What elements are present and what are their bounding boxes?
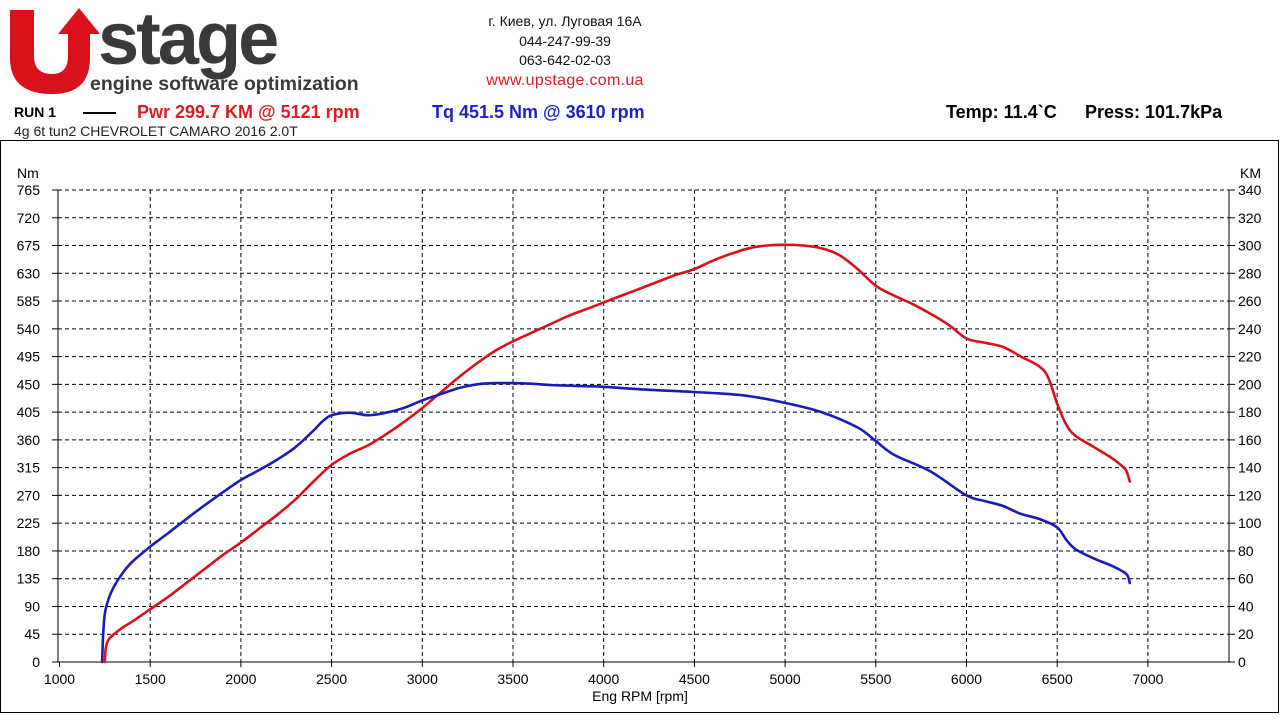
y-left-tick-label: 540 — [17, 321, 41, 337]
x-tick-label: 1500 — [135, 671, 166, 687]
x-tick-label: 6000 — [951, 671, 982, 687]
torque-curve — [100, 381, 1132, 664]
x-tick-label: 5500 — [860, 671, 891, 687]
y-right-tick-label: 80 — [1238, 543, 1254, 559]
x-tick-label: 5000 — [770, 671, 801, 687]
power-curve — [103, 243, 1132, 664]
pressure-label: Press: 101.7kPa — [1085, 102, 1223, 122]
y-left-tick-label: 270 — [17, 487, 41, 503]
y-right-tick-label: 20 — [1238, 626, 1254, 642]
contact-address: г. Киев, ул. Луговая 16А — [488, 13, 642, 29]
y-right-tick-label: 340 — [1238, 182, 1262, 198]
x-tick-label: 6500 — [1042, 671, 1073, 687]
chart-series — [100, 243, 1132, 664]
y-right-tick-label: 120 — [1238, 487, 1262, 503]
y-left-tick-label: 45 — [24, 626, 40, 642]
y-left-tick-label: 360 — [17, 432, 41, 448]
x-tick-label: 4000 — [588, 671, 619, 687]
vehicle-description: 4g 6t tun2 CHEVROLET CAMARO 2016 2.0T — [14, 123, 298, 139]
upstage-logo: stage engine software optimization — [10, 4, 359, 95]
y-right-tick-label: 300 — [1238, 238, 1262, 254]
y-left-tick-label: 405 — [17, 404, 41, 420]
chart-frame — [0, 140, 1279, 713]
x-axis-label: Eng RPM [rpm] — [592, 688, 688, 704]
x-tick-label: 7000 — [1132, 671, 1163, 687]
chart-ticks: 0 45 90 135 180 225 270 315 360 405 450 495 540 585 63… — [17, 182, 1262, 687]
y-left-tick-label: 135 — [17, 571, 41, 587]
y-left-tick-label: 765 — [17, 182, 41, 198]
y-right-tick-label: 140 — [1238, 460, 1262, 476]
y-right-tick-label: 160 — [1238, 432, 1262, 448]
contact-website: www.upstage.com.ua — [486, 71, 644, 89]
x-tick-label: 2000 — [225, 671, 256, 687]
x-tick-label: 4500 — [679, 671, 710, 687]
y-right-tick-label: 0 — [1238, 654, 1246, 670]
contact-phone-1: 044-247-99-39 — [519, 32, 611, 49]
y-right-axis-label: KM — [1240, 165, 1261, 181]
run-label: RUN 1 — [14, 104, 57, 120]
y-left-tick-label: 0 — [32, 654, 40, 670]
y-right-tick-label: 40 — [1238, 598, 1254, 614]
y-left-tick-label: 585 — [17, 293, 41, 309]
run-legend-line — [83, 112, 116, 114]
dyno-chart: 0 45 90 135 180 225 270 315 360 405 450 495 540 585 63… — [0, 140, 1279, 713]
y-left-tick-label: 495 — [17, 349, 41, 365]
logo-brand: stage — [98, 4, 277, 80]
y-right-tick-label: 100 — [1238, 515, 1262, 531]
y-left-tick-label: 675 — [17, 238, 41, 254]
contact-block: г. Киев, ул. Луговая 16А 044-247-99-39 0… — [440, 12, 690, 90]
x-tick-label: 3000 — [407, 671, 438, 687]
y-left-tick-label: 90 — [24, 598, 40, 614]
y-right-tick-label: 240 — [1238, 321, 1262, 337]
y-right-tick-label: 320 — [1238, 210, 1262, 226]
y-left-tick-label: 315 — [17, 460, 41, 476]
x-tick-label: 3500 — [497, 671, 528, 687]
contact-phone-2: 063-642-02-03 — [519, 52, 611, 68]
y-right-tick-label: 220 — [1238, 349, 1262, 365]
y-left-tick-label: 630 — [17, 265, 41, 281]
power-peak-label: Pwr 299.7 KM @ 5121 rpm — [137, 102, 360, 122]
y-right-tick-label: 60 — [1238, 571, 1254, 587]
logo-u-mark — [10, 8, 100, 94]
x-tick-label: 2500 — [316, 671, 347, 687]
y-left-axis-label: Nm — [17, 165, 39, 181]
logo-tagline: engine software optimization — [90, 73, 359, 95]
y-right-tick-label: 180 — [1238, 404, 1262, 420]
y-right-tick-label: 260 — [1238, 293, 1262, 309]
temperature-label: Temp: 11.4`C — [946, 102, 1057, 122]
x-tick-label: 1000 — [44, 671, 75, 687]
y-left-tick-label: 450 — [17, 376, 41, 392]
y-right-tick-label: 200 — [1238, 376, 1262, 392]
y-left-tick-label: 720 — [17, 210, 41, 226]
y-right-tick-label: 280 — [1238, 265, 1262, 281]
y-left-tick-label: 225 — [17, 515, 41, 531]
chart-axes — [52, 189, 1235, 667]
chart-grid — [58, 189, 1229, 662]
y-left-tick-label: 180 — [17, 543, 41, 559]
torque-peak-label: Tq 451.5 Nm @ 3610 rpm — [432, 102, 645, 122]
